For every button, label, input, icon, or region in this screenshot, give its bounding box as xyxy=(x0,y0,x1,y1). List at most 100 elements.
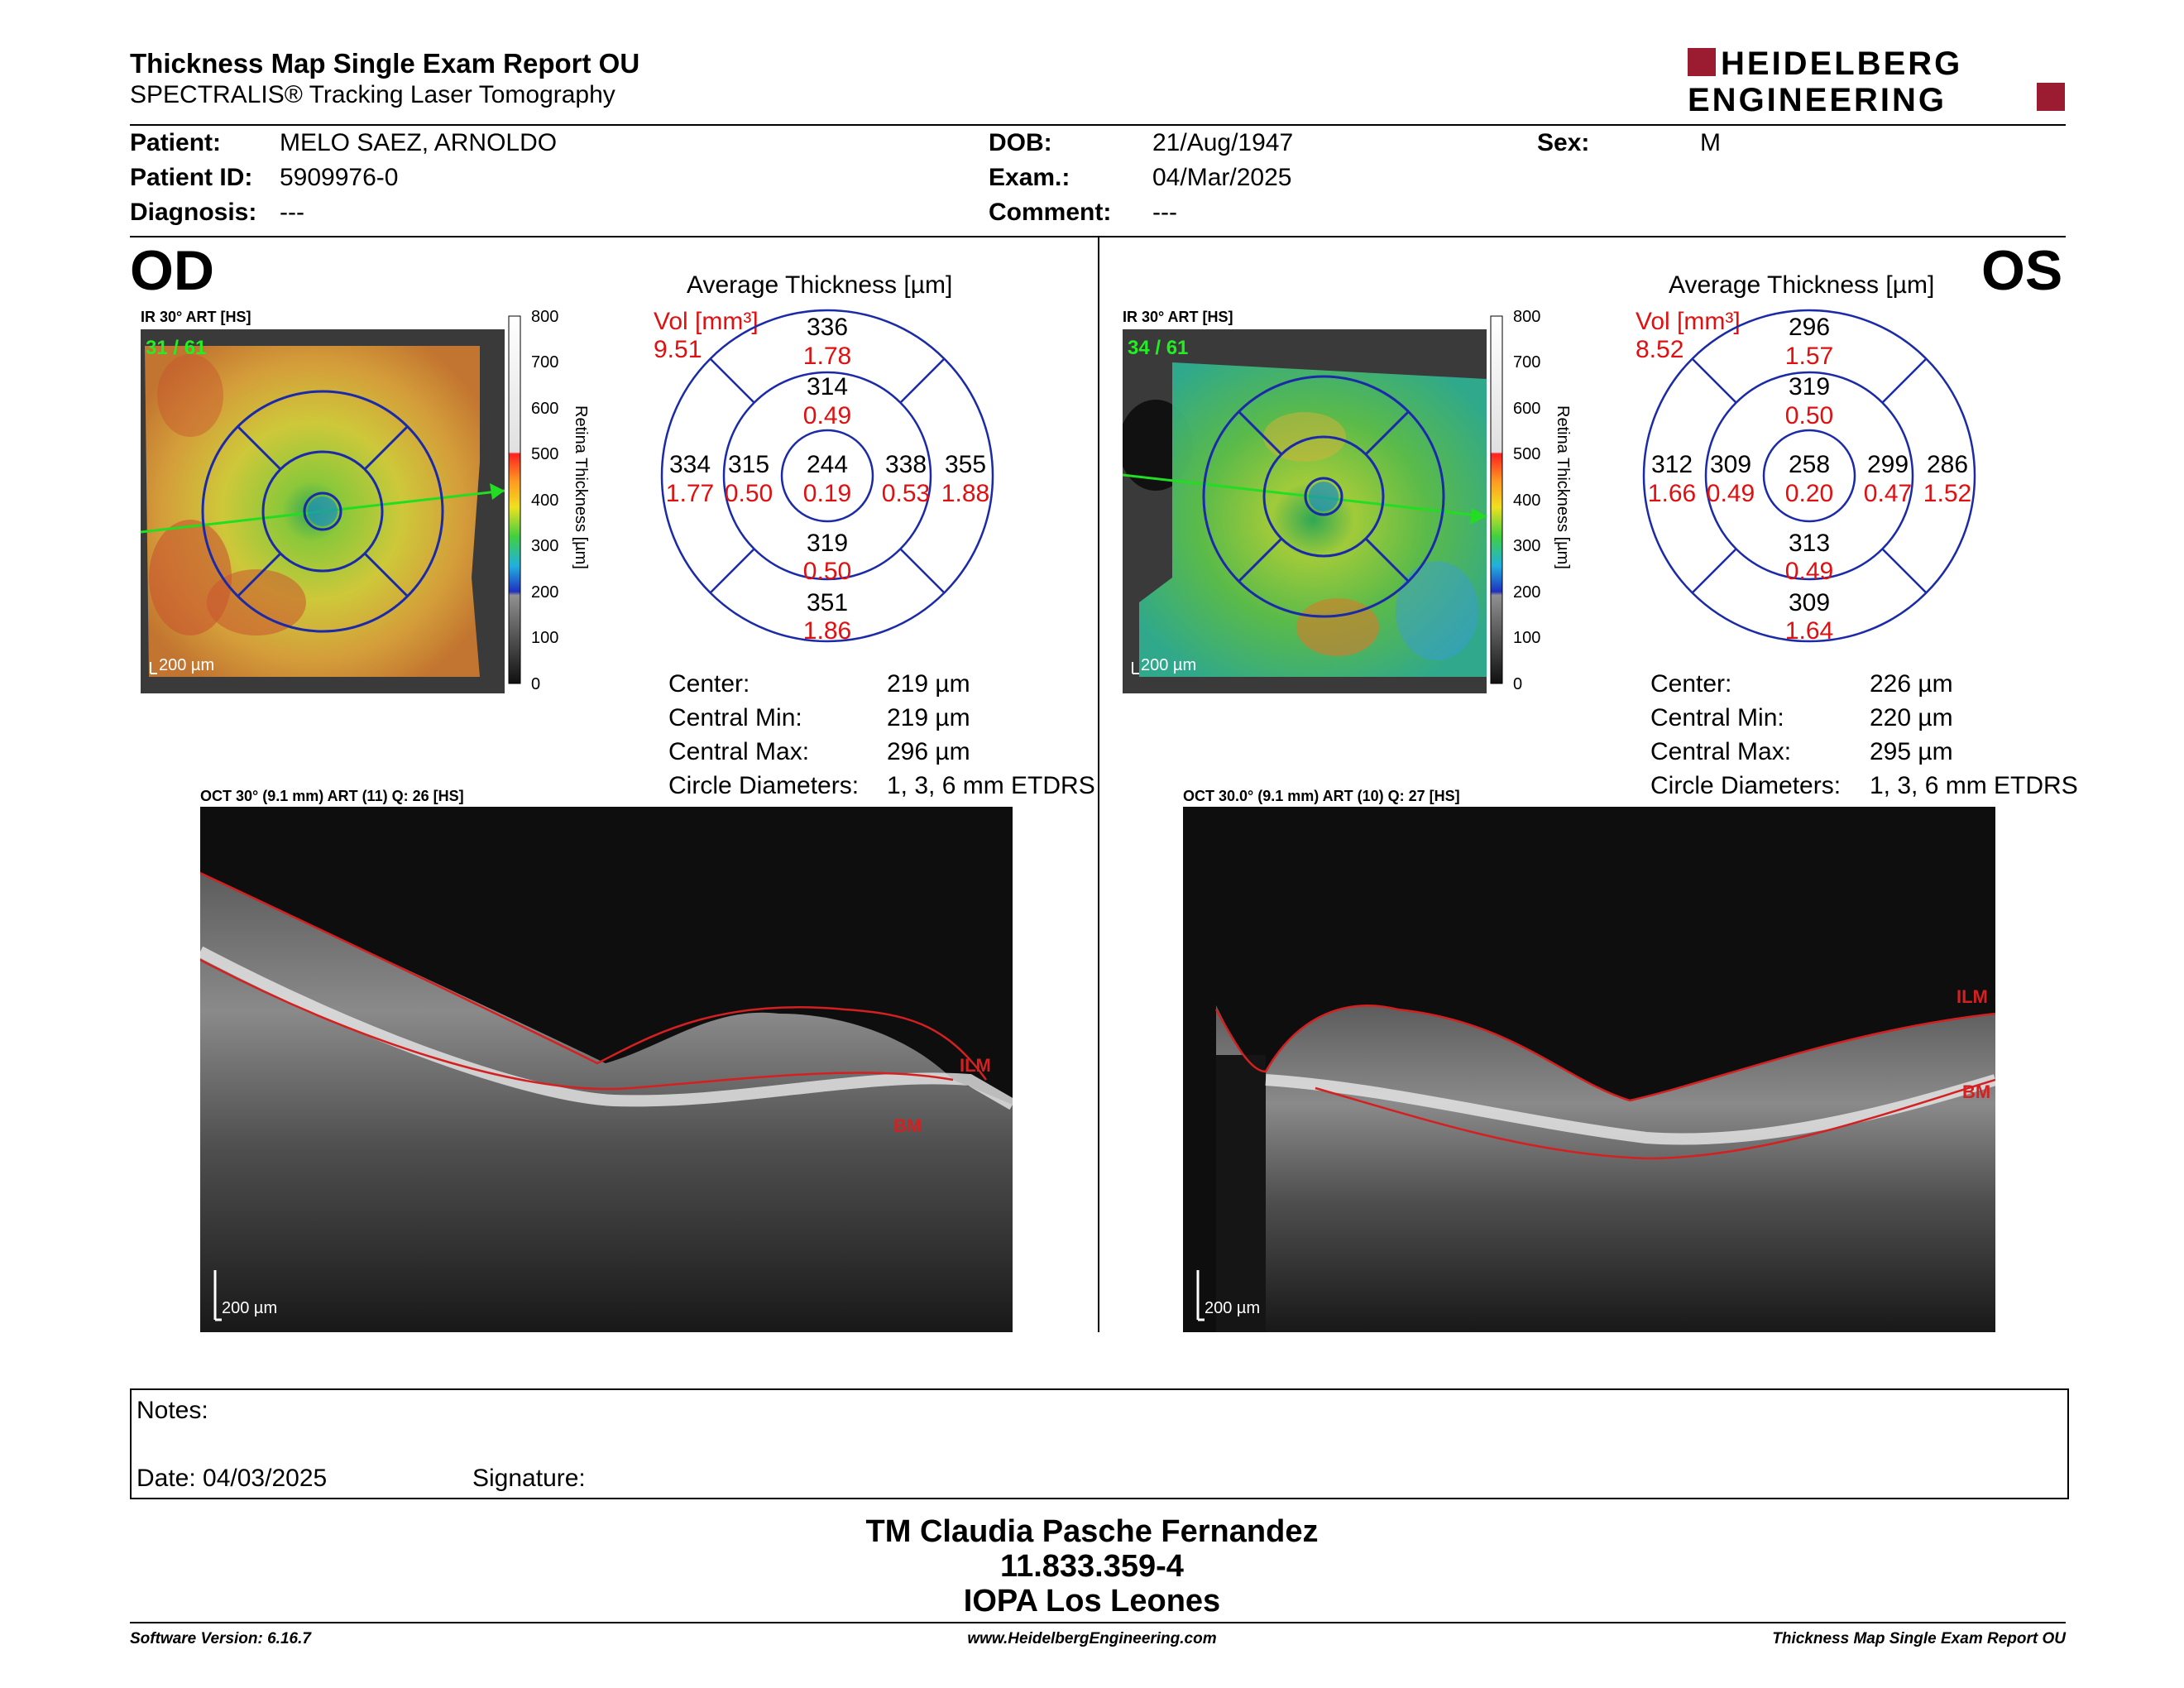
os-cb-tick: 700 xyxy=(1513,353,1540,372)
od-outer-nas-vol: 1.88 xyxy=(941,480,989,507)
os-outer-sup-vol: 1.57 xyxy=(1785,343,1833,370)
od-inner-sup: 314 xyxy=(807,373,848,400)
od-inner-sup-vol: 0.49 xyxy=(803,402,851,429)
os-bm-label: BM xyxy=(1962,1081,1990,1102)
patient-id: 5909976-0 xyxy=(280,164,399,191)
footer-report-name: Thickness Map Single Exam Report OU xyxy=(1772,1630,2066,1647)
od-inner-inf: 319 xyxy=(807,530,848,557)
os-inner-temp-vol: 0.49 xyxy=(1707,480,1755,507)
od-inner-nas-vol: 0.53 xyxy=(882,480,930,507)
os-cmin-value: 220 µm xyxy=(1870,704,1953,731)
od-ilm-label: ILM xyxy=(960,1055,991,1076)
os-inner-temp: 309 xyxy=(1710,451,1751,478)
od-cb-axis-label: Retina Thickness [µm] xyxy=(572,405,590,569)
od-vol-label: Vol [mm³] xyxy=(654,308,759,335)
patient-label: Patient: xyxy=(130,129,222,156)
od-cb-tick: 300 xyxy=(531,537,558,555)
od-cb-tick: 600 xyxy=(531,400,558,418)
od-outer-nas: 355 xyxy=(945,451,986,478)
os-center-value: 226 µm xyxy=(1870,670,1953,698)
od-outer-temp-vol: 1.77 xyxy=(666,480,714,507)
os-cb-tick: 100 xyxy=(1513,629,1540,647)
os-thickness-map: 34 / 61 200 µm xyxy=(1123,329,1487,693)
od-oct-scale: 200 µm xyxy=(222,1299,277,1317)
os-diam-label: Circle Diameters: xyxy=(1650,772,1842,799)
od-center-label: Center: xyxy=(668,670,750,698)
comment-label: Comment: xyxy=(989,199,1112,226)
signature-label: Signature: xyxy=(472,1465,586,1492)
os-outer-temp-vol: 1.66 xyxy=(1648,480,1696,507)
sex-value: M xyxy=(1700,129,1721,156)
diagnosis-value: --- xyxy=(280,199,304,226)
os-frame-counter: 34 / 61 xyxy=(1128,337,1188,359)
os-outer-nas: 286 xyxy=(1927,451,1968,478)
os-oct-scale: 200 µm xyxy=(1205,1299,1260,1317)
od-bm-label: BM xyxy=(893,1115,922,1136)
exam-label: Exam.: xyxy=(989,164,1070,191)
dob-label: DOB: xyxy=(989,129,1052,156)
od-outer-inf: 351 xyxy=(807,589,848,616)
od-cb-tick: 400 xyxy=(531,492,558,510)
os-cb-tick: 800 xyxy=(1513,308,1540,326)
diagnosis-label: Diagnosis: xyxy=(130,199,257,226)
os-cmax-label: Central Max: xyxy=(1650,738,1792,765)
od-inner-nas: 338 xyxy=(885,451,927,478)
od-cmax-value: 296 µm xyxy=(887,738,970,765)
od-inner-temp-vol: 0.50 xyxy=(725,480,773,507)
signer-rut: 11.833.359-4 xyxy=(1000,1549,1184,1584)
os-inner-nas: 299 xyxy=(1867,451,1909,478)
od-center: 244 xyxy=(807,451,848,478)
od-cmin-value: 219 µm xyxy=(887,704,970,731)
os-outer-temp: 312 xyxy=(1651,451,1693,478)
os-outer-nas-vol: 1.52 xyxy=(1923,480,1971,507)
os-cb-tick: 600 xyxy=(1513,400,1540,418)
comment-value: --- xyxy=(1152,199,1177,226)
os-cb-tick: 400 xyxy=(1513,492,1540,510)
os-inner-sup: 319 xyxy=(1789,373,1830,400)
os-center: 258 xyxy=(1789,451,1830,478)
od-inner-inf-vol: 0.50 xyxy=(803,558,851,585)
od-avg-title: Average Thickness [µm] xyxy=(687,271,953,299)
od-cb-tick: 0 xyxy=(531,675,540,693)
od-map-scale: 200 µm xyxy=(159,656,214,674)
os-outer-sup: 296 xyxy=(1789,314,1830,341)
os-inner-nas-vol: 0.47 xyxy=(1864,480,1912,507)
os-colorbar: 800 700 600 500 400 300 200 100 0 Retina… xyxy=(1490,308,1572,693)
sex-label: Sex: xyxy=(1537,129,1590,156)
os-center-label: Center: xyxy=(1650,670,1732,698)
os-cb-tick: 200 xyxy=(1513,583,1540,602)
website-link[interactable]: www.HeidelbergEngineering.com xyxy=(967,1630,1217,1647)
od-map-title: IR 30° ART [HS] xyxy=(141,309,251,325)
logo-line2: ENGINEERING xyxy=(1688,82,1947,114)
heidelberg-logo: HEIDELBERG ENGINEERING xyxy=(1688,46,2065,114)
od-outer-temp: 334 xyxy=(669,451,711,478)
os-center-vol: 0.20 xyxy=(1785,480,1833,507)
os-outer-inf-vol: 1.64 xyxy=(1785,617,1833,645)
os-cmax-value: 295 µm xyxy=(1870,738,1953,765)
od-outer-inf-vol: 1.86 xyxy=(803,617,851,645)
od-outer-sup: 336 xyxy=(807,314,848,341)
logo-line1: HEIDELBERG xyxy=(1721,46,1962,82)
signer-name: TM Claudia Pasche Fernandez xyxy=(865,1514,1319,1549)
os-oct-title: OCT 30.0° (9.1 mm) ART (10) Q: 27 [HS] xyxy=(1183,788,1460,804)
od-inner-temp: 315 xyxy=(728,451,769,478)
od-oct-title: OCT 30° (9.1 mm) ART (11) Q: 26 [HS] xyxy=(200,788,464,804)
os-oct-scan: ILM BM 200 µm xyxy=(1183,807,1995,1332)
od-eye-label: OD xyxy=(130,239,214,302)
od-center-value: 219 µm xyxy=(887,670,970,698)
patient-id-label: Patient ID: xyxy=(130,164,253,191)
od-cb-tick: 700 xyxy=(531,353,558,372)
os-etdrs-grid: 296 1.57 319 0.50 312 1.66 309 0.49 258 … xyxy=(1642,309,1976,645)
os-eye-label: OS xyxy=(1981,239,2063,302)
os-cb-axis-label: Retina Thickness [µm] xyxy=(1554,405,1572,569)
os-map-scale: 200 µm xyxy=(1141,656,1196,674)
od-frame-counter: 31 / 61 xyxy=(146,337,206,359)
os-outer-inf: 309 xyxy=(1789,589,1830,616)
os-cmin-label: Central Min: xyxy=(1650,704,1784,731)
od-cb-tick: 500 xyxy=(531,445,558,463)
od-cmax-label: Central Max: xyxy=(668,738,810,765)
od-center-vol: 0.19 xyxy=(803,480,851,507)
os-vol-value: 8.52 xyxy=(1636,336,1684,363)
od-etdrs-grid: 336 1.78 314 0.49 334 1.77 315 0.50 244 … xyxy=(660,309,994,645)
od-cmin-label: Central Min: xyxy=(668,704,802,731)
